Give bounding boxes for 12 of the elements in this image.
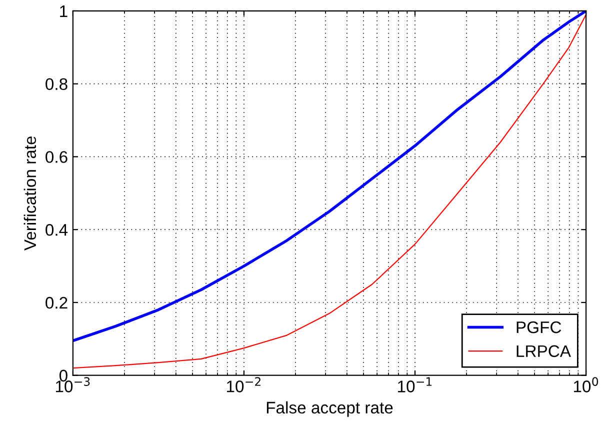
legend-label: PGFC <box>516 321 562 334</box>
y-axis-title: Verification rate <box>24 136 36 251</box>
x-axis-title: False accept rate <box>266 401 393 417</box>
y-tick-label: 1 <box>60 6 68 17</box>
y-tick-label: 0.2 <box>46 296 68 309</box>
x-tick-label: 10$^{−1}$ <box>398 377 432 392</box>
y-tick-label: 0.8 <box>46 78 68 90</box>
x-tick-label: 10$^{−2}$ <box>226 377 260 392</box>
legend-label: LRPCA <box>516 345 571 358</box>
y-tick-label: 0.4 <box>46 224 68 236</box>
y-tick-label: 0.6 <box>46 151 68 163</box>
x-tick-label: 10$^{0}$ <box>574 377 598 392</box>
